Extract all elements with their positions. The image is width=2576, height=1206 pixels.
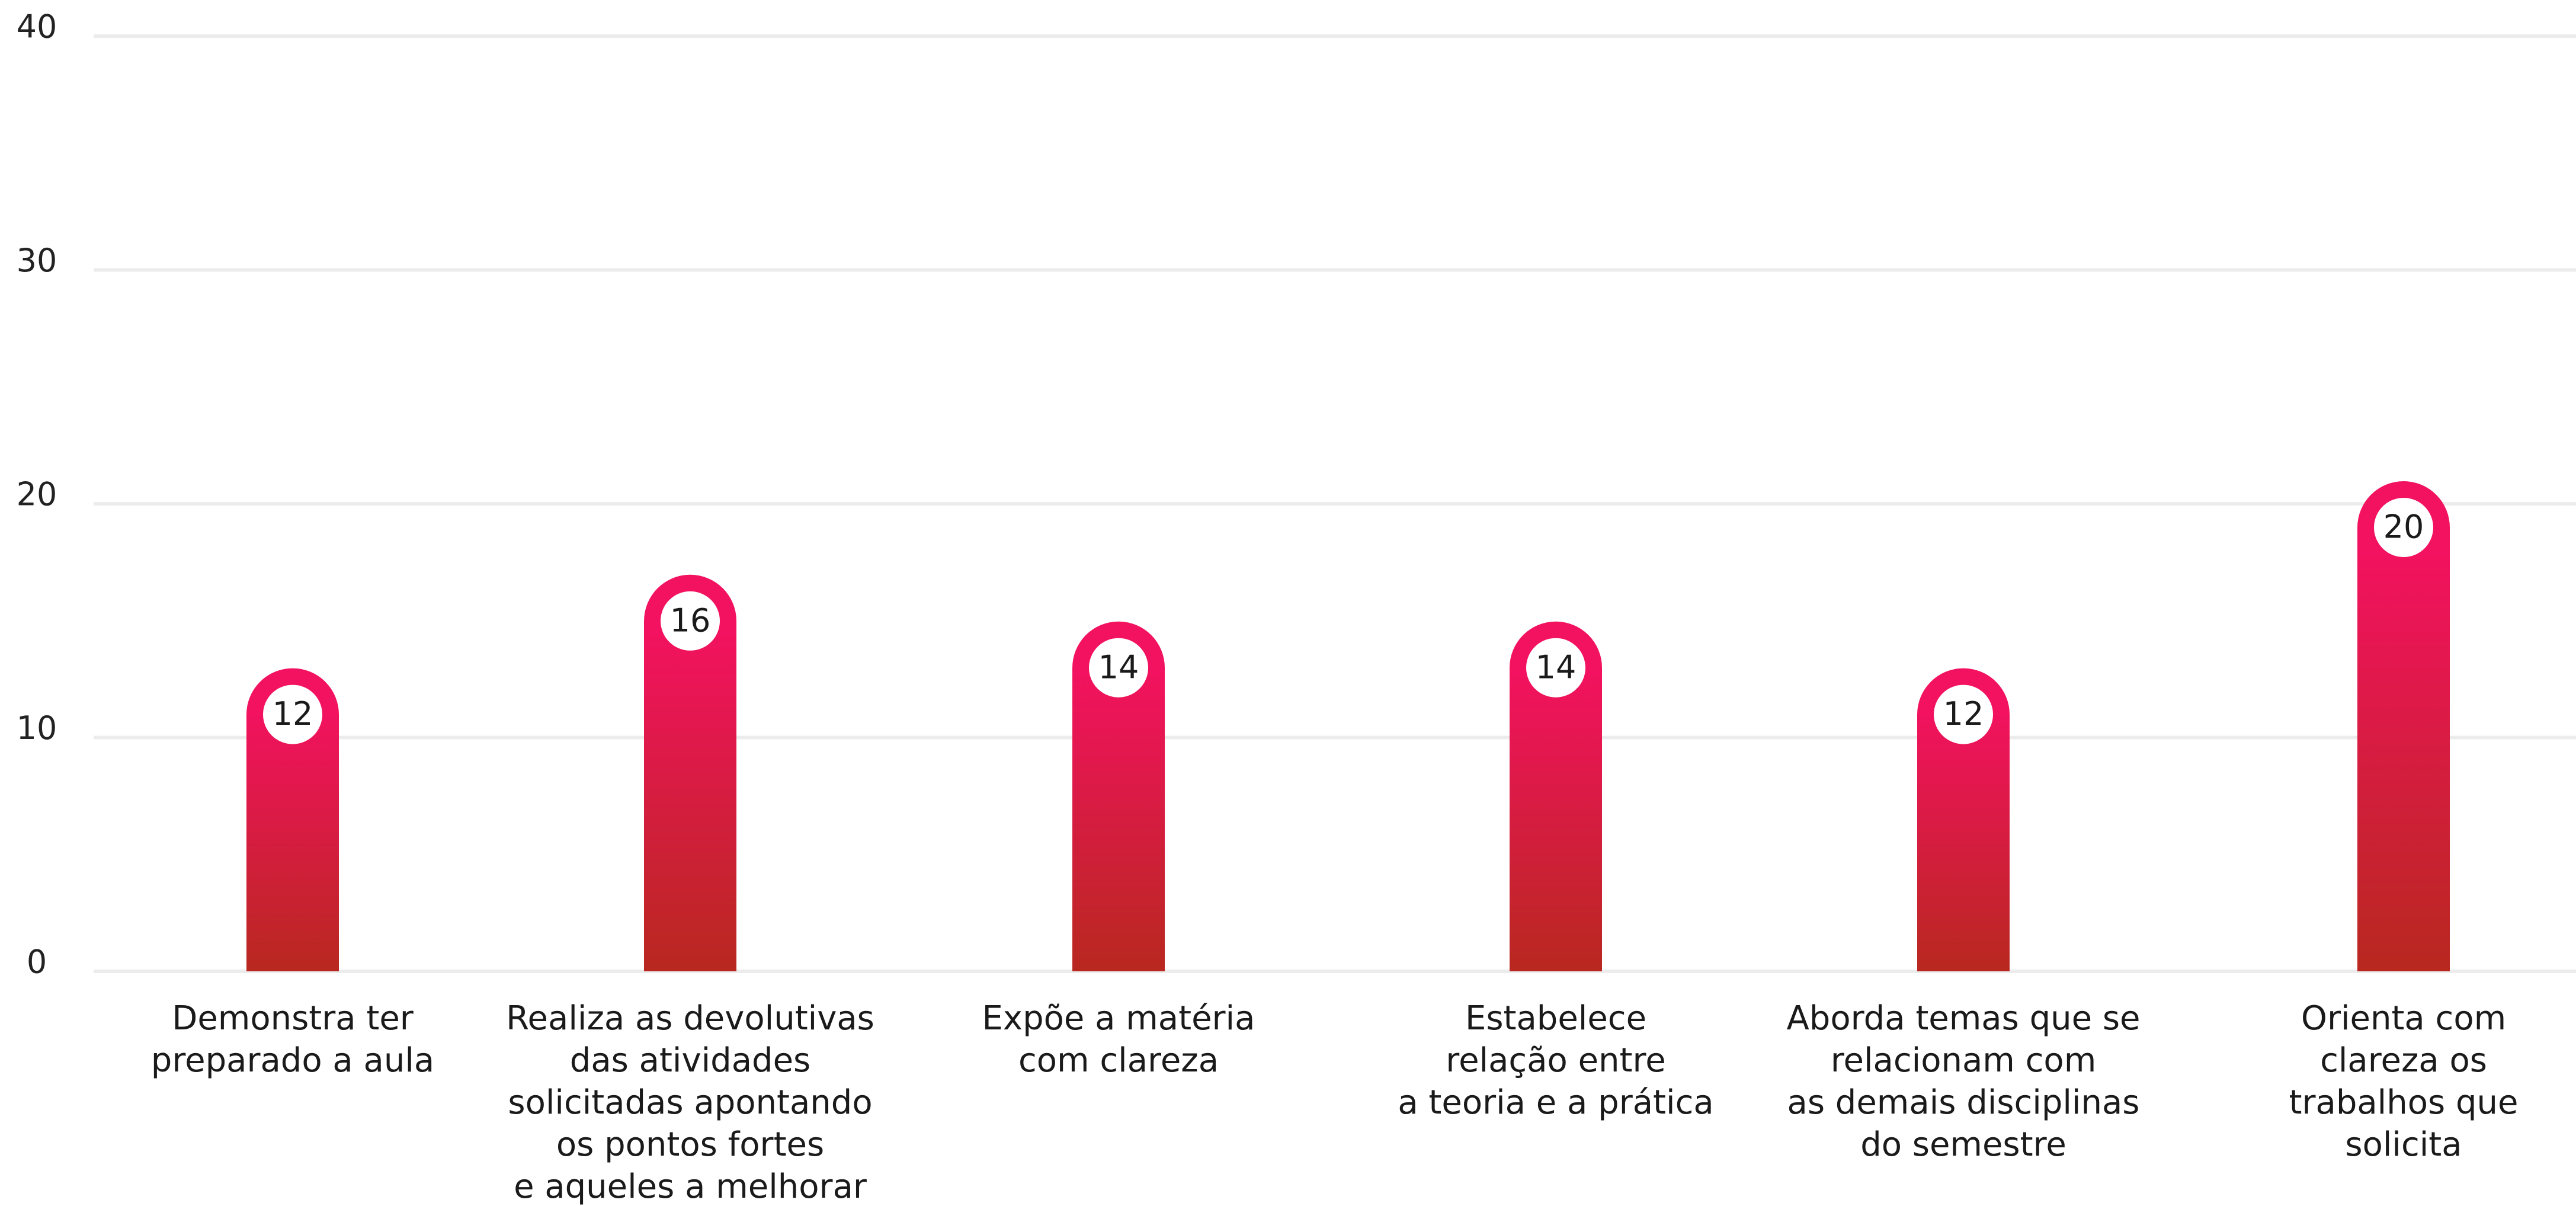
x-tick-label: preparado a aula — [151, 1041, 434, 1080]
x-tick-label: relação entre — [1446, 1041, 1665, 1080]
value-label: 14 — [1536, 648, 1577, 686]
x-tick-label: e aqueles a melhorar — [514, 1167, 867, 1206]
x-tick-label: solicitadas apontando — [508, 1083, 872, 1122]
x-tick-label: Estabelece — [1465, 999, 1646, 1038]
y-tick-label: 0 — [27, 943, 47, 981]
y-tick-label: 40 — [17, 8, 57, 46]
value-badge — [1089, 638, 1148, 698]
x-tick-label: as demais disciplinas — [1787, 1083, 2140, 1122]
bar — [2357, 481, 2450, 971]
value-badge — [263, 684, 322, 744]
x-tick-label: das atividades — [570, 1041, 810, 1080]
value-label: 20 — [2383, 508, 2424, 546]
x-tick-label: a teoria e a prática — [1398, 1083, 1713, 1122]
value-badge — [1934, 684, 1993, 744]
x-tick-label: solicita — [2345, 1125, 2462, 1164]
bar — [1510, 621, 1602, 971]
y-tick-label: 20 — [17, 476, 57, 513]
x-tick-label: trabalhos que — [2289, 1083, 2519, 1122]
y-tick-label: 10 — [17, 709, 57, 747]
x-tick-label: Realiza as devolutivas — [506, 999, 874, 1038]
x-tick-label: Expõe a matéria — [982, 999, 1255, 1038]
x-tick-label: Orienta com — [2301, 999, 2506, 1038]
x-tick-label: Aborda temas que se — [1787, 999, 2141, 1038]
bar — [1072, 621, 1165, 971]
bar — [644, 574, 736, 971]
value-label: 12 — [1943, 695, 1984, 732]
x-tick-label: os pontos fortes — [556, 1125, 824, 1164]
bar — [246, 668, 339, 971]
x-tick-label: clareza os — [2320, 1041, 2487, 1080]
value-label: 16 — [670, 602, 711, 639]
x-tick-label: Demonstra ter — [172, 999, 414, 1038]
value-label: 12 — [273, 695, 313, 732]
value-badge — [1526, 638, 1585, 698]
value-badge — [661, 591, 720, 651]
y-tick-label: 30 — [17, 242, 57, 279]
value-label: 14 — [1098, 648, 1139, 686]
x-tick-label: com clareza — [1018, 1041, 1219, 1080]
x-tick-label: do semestre — [1860, 1125, 2066, 1164]
x-tick-label: relacionam com — [1831, 1041, 2097, 1080]
bar — [1917, 668, 2010, 971]
value-badge — [2374, 498, 2433, 557]
